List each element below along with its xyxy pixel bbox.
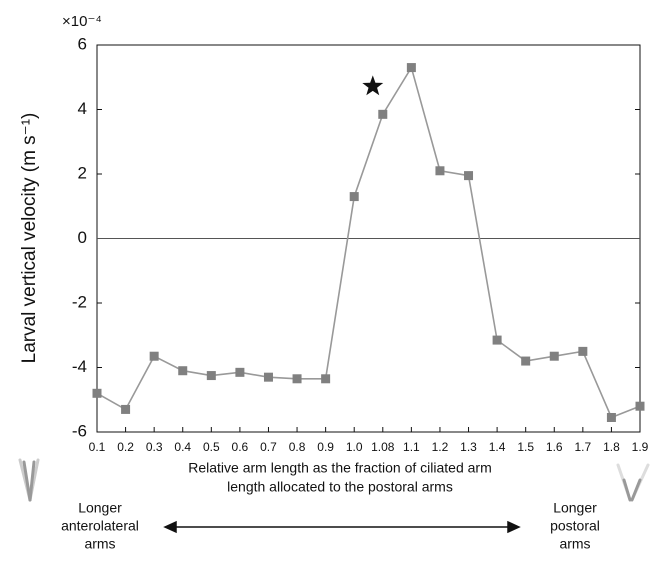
data-point: [121, 404, 131, 414]
data-point: [178, 366, 188, 376]
y-tick-label: 0: [78, 228, 87, 247]
data-point: [492, 335, 502, 345]
data-point: [521, 356, 531, 366]
right-note: arms: [559, 536, 590, 552]
right-note: postoral: [550, 518, 600, 534]
x-tick-label: 1.6: [546, 440, 563, 454]
y-tick-label: 6: [78, 34, 87, 53]
x-tick-label: 0.1: [89, 440, 106, 454]
x-tick-label: 1.2: [432, 440, 449, 454]
double-arrow: [163, 520, 521, 534]
y-tick-label: -4: [72, 357, 87, 376]
y-tick-label: 2: [78, 163, 87, 182]
x-tick-label: 1.4: [489, 440, 506, 454]
data-line: [96, 65, 641, 419]
x-axis-label: Relative arm length as the fraction of c…: [188, 460, 491, 476]
x-tick-label: 1.8: [603, 440, 620, 454]
x-tick-label: 0.6: [232, 440, 249, 454]
x-tick-label: 0.8: [289, 440, 306, 454]
left-note: anterolateral: [61, 518, 139, 534]
x-tick-label: 0.5: [203, 440, 220, 454]
x-tick-label: 0.2: [117, 440, 134, 454]
data-point: [349, 192, 359, 202]
x-tick-label: 0.4: [174, 440, 191, 454]
x-tick-label: 1.08: [371, 440, 395, 454]
data-point: [149, 351, 159, 361]
y-axis-label: Larval vertical velocity (m s⁻¹): [19, 113, 40, 364]
left-note: Longer: [78, 500, 122, 516]
x-tick-label: 1.1: [403, 440, 420, 454]
data-point: [606, 412, 616, 422]
data-point: [578, 346, 588, 356]
data-point: [378, 109, 388, 119]
y-offset-label: ×10⁻⁴: [62, 13, 102, 30]
x-tick-label: 0.7: [260, 440, 277, 454]
data-point: [635, 401, 645, 411]
data-point: [435, 166, 445, 176]
star-marker: [362, 75, 384, 96]
data-point: [321, 374, 331, 384]
x-tick-label: 0.9: [317, 440, 334, 454]
left-arm-icon: [18, 458, 40, 502]
x-tick-label: 1.0: [346, 440, 363, 454]
y-tick-label: 4: [78, 99, 87, 118]
x-tick-label: 1.5: [517, 440, 534, 454]
x-tick-label: 0.3: [146, 440, 163, 454]
data-point: [263, 372, 273, 382]
y-tick-label: -6: [72, 421, 87, 440]
data-point: [235, 367, 245, 377]
data-point: [549, 351, 559, 361]
right-arm-icon: [616, 463, 650, 502]
data-point: [206, 371, 216, 381]
y-tick-label: -2: [72, 292, 87, 311]
x-tick-label: 1.9: [632, 440, 649, 454]
right-note: Longer: [553, 500, 597, 516]
data-point: [292, 374, 302, 384]
x-axis-label: length allocated to the postoral arms: [227, 479, 453, 495]
left-note: arms: [84, 536, 115, 552]
data-point: [406, 63, 416, 73]
x-tick-label: 1.3: [460, 440, 477, 454]
data-point: [464, 171, 474, 181]
x-tick-label: 1.7: [574, 440, 591, 454]
data-point: [92, 388, 102, 398]
